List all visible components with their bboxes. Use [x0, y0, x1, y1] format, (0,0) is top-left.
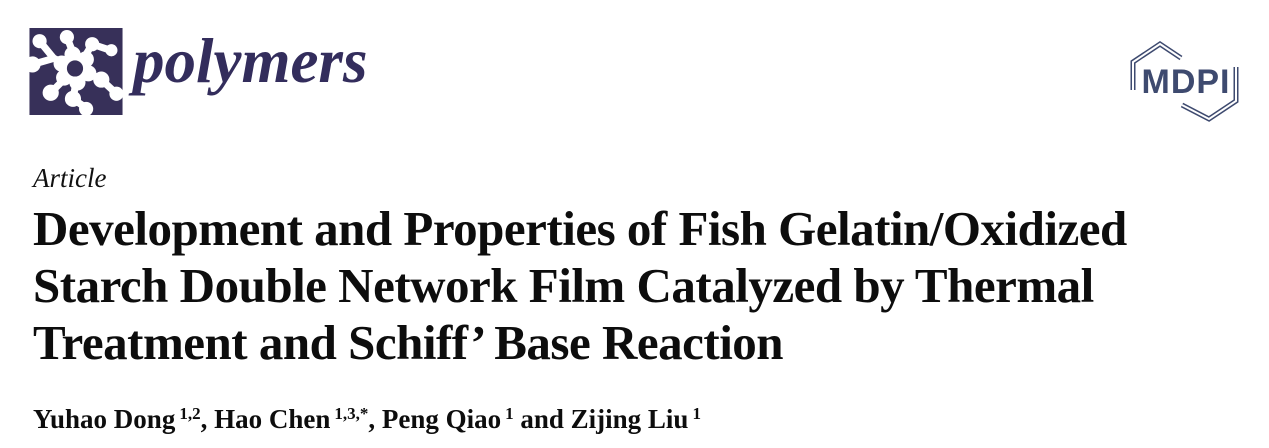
author-separator: ,: [200, 404, 215, 434]
title-line-3: Treatment and Schiff’ Base Reaction: [33, 315, 784, 370]
article-type-label: Article: [33, 163, 107, 193]
author-name: Yuhao Dong: [33, 404, 176, 434]
author-name: Hao Chen: [214, 404, 331, 434]
authors-line: Yuhao Dong 1,2, Hao Chen 1,3,*, Peng Qiao 1…: [33, 404, 701, 434]
author-name: Zijing Liu: [570, 404, 689, 434]
author-affiliation-sup: 1,2: [179, 404, 201, 423]
polymer-molecule-icon: [29, 28, 123, 115]
author-separator: ,: [368, 404, 382, 434]
paper-title: Development and Properties of Fish Gelat…: [33, 200, 1263, 371]
mdpi-wordmark: MDPI: [1142, 63, 1231, 101]
mdpi-hexagon-icon: MDPI: [1130, 40, 1239, 122]
journal-name: polymers: [133, 26, 368, 96]
mdpi-logo: MDPI: [1125, 35, 1255, 125]
title-line-1: Development and Properties of Fish Gelat…: [33, 201, 1127, 256]
author-affiliation-sup: 1: [505, 404, 514, 423]
author-name: Peng Qiao: [381, 404, 502, 434]
author-conjunction: and: [513, 404, 571, 434]
author-affiliation-sup: 1: [692, 404, 701, 423]
polymers-logo: [29, 28, 123, 115]
title-line-2: Starch Double Network Film Catalyzed by …: [33, 258, 1094, 313]
author-affiliation-sup: 1,3,*: [334, 404, 369, 423]
